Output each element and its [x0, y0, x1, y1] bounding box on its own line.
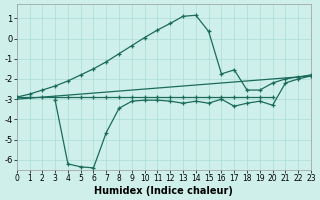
X-axis label: Humidex (Indice chaleur): Humidex (Indice chaleur) — [94, 186, 233, 196]
